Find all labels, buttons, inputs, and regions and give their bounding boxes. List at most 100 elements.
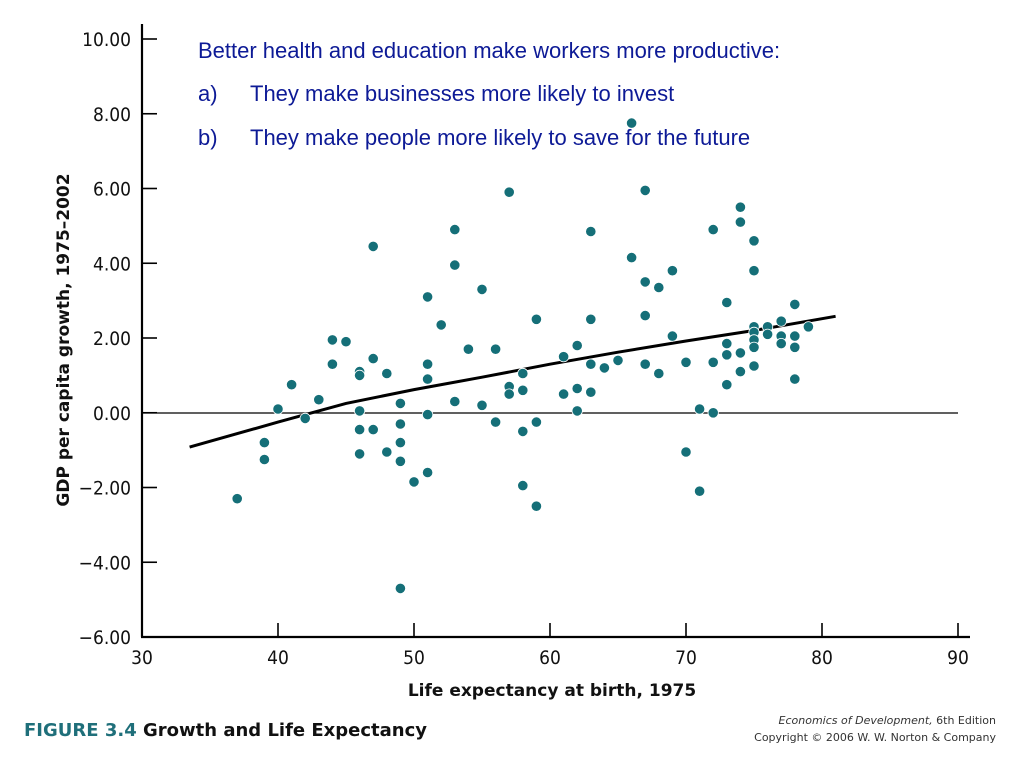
data-point <box>693 485 706 497</box>
data-point <box>231 493 243 505</box>
x-tick-label: 70 <box>675 647 697 669</box>
data-point <box>748 235 760 247</box>
x-ticks: 30 40 50 60 70 80 90 <box>131 623 969 669</box>
data-point <box>571 339 583 352</box>
bullet-item-a: a) They make businesses more likely to i… <box>198 83 780 105</box>
y-axis-title: GDP per capita growth, 1975–2002 <box>54 173 74 506</box>
data-point <box>585 313 597 325</box>
data-point <box>489 343 502 355</box>
data-point <box>421 466 434 479</box>
data-point <box>367 352 379 365</box>
data-point <box>707 407 719 419</box>
scatter-chart: 10.00 8.00 6.00 4.00 2.00 0.00 −2.00 −4.00 −6.00… <box>54 24 970 700</box>
header-text: Better health and education make workers… <box>198 40 780 171</box>
x-tick-label: 90 <box>947 647 969 669</box>
bullet-item-b: b) They make people more likely to save … <box>198 127 780 149</box>
y-ticks: 10.00 8.00 6.00 4.00 2.00 0.00 −2.00 −4.00 −6.00 <box>79 29 157 649</box>
figure-title: Growth and Life Expectancy <box>143 720 428 741</box>
book-credit: Economics of Development, 6th Edition Co… <box>754 712 996 746</box>
data-point <box>367 423 379 436</box>
data-point <box>435 319 447 331</box>
data-point <box>653 281 665 294</box>
data-point <box>394 455 406 467</box>
data-point <box>734 365 747 378</box>
y-tick-label: 10.00 <box>82 29 131 51</box>
copyright-notice: Copyright © 2006 W. W. Norton & Company <box>754 731 996 745</box>
figure-caption: FIGURE 3.4 Growth and Life Expectancy <box>24 720 427 741</box>
bullet-text: They make businesses more likely to inve… <box>250 81 675 106</box>
data-point <box>571 382 583 395</box>
data-point <box>571 405 583 417</box>
y-tick-label: 2.00 <box>93 328 131 350</box>
data-point <box>639 276 651 288</box>
data-point <box>421 358 434 370</box>
y-tick-label: 0.00 <box>93 403 131 425</box>
x-tick-label: 50 <box>403 647 425 669</box>
data-point <box>353 448 366 460</box>
data-point <box>530 416 543 428</box>
data-point <box>639 309 651 322</box>
data-point <box>408 476 420 488</box>
data-point <box>707 356 719 368</box>
data-point <box>789 298 801 310</box>
figure-label-prefix: FIGURE <box>24 720 99 741</box>
data-point <box>517 425 529 437</box>
data-point <box>761 328 774 340</box>
data-point <box>775 337 787 350</box>
data-point <box>598 362 611 374</box>
data-point <box>721 337 733 350</box>
bullet-text: They make people more likely to save for… <box>250 125 751 150</box>
data-point <box>353 423 366 436</box>
data-point <box>313 394 325 406</box>
data-point <box>340 336 352 348</box>
data-point <box>285 379 298 391</box>
data-point <box>721 349 733 361</box>
data-point <box>775 315 787 327</box>
data-point <box>721 379 733 391</box>
data-point <box>394 436 406 449</box>
y-tick-label: −2.00 <box>79 478 131 500</box>
data-point <box>557 351 570 363</box>
data-point <box>394 418 406 430</box>
data-point <box>557 388 570 400</box>
data-point <box>421 291 434 303</box>
data-point <box>476 399 488 411</box>
data-point <box>503 388 515 400</box>
y-tick-label: −6.00 <box>79 627 131 649</box>
x-tick-label: 60 <box>539 647 561 669</box>
data-point <box>748 265 760 277</box>
data-point <box>585 358 597 370</box>
data-point <box>789 341 801 353</box>
data-point <box>462 343 474 355</box>
y-tick-label: 8.00 <box>93 104 131 126</box>
data-point <box>734 347 747 359</box>
data-point <box>734 216 747 228</box>
bullet-marker: b) <box>198 125 218 150</box>
intro-line: Better health and education make workers… <box>198 38 781 63</box>
data-point <box>476 283 488 295</box>
data-point <box>258 453 270 466</box>
data-point <box>680 446 692 458</box>
data-point <box>449 395 461 408</box>
data-point <box>299 412 311 424</box>
data-point <box>517 479 529 492</box>
data-point <box>353 369 366 381</box>
data-point <box>258 436 270 449</box>
fitted-trend-curve <box>189 314 836 449</box>
data-point <box>666 265 679 277</box>
data-point <box>653 367 665 380</box>
data-point <box>449 259 461 271</box>
data-point <box>612 354 624 366</box>
data-point <box>489 416 502 428</box>
data-point <box>394 397 406 409</box>
data-point <box>748 341 760 353</box>
data-point <box>734 201 747 213</box>
x-tick-label: 80 <box>811 647 833 669</box>
data-point <box>625 252 638 264</box>
figure-label-number: 3.4 <box>104 720 137 741</box>
data-point <box>789 330 801 342</box>
book-title: Economics of Development, <box>778 714 933 727</box>
data-point <box>517 384 529 396</box>
data-point <box>693 403 706 415</box>
x-axis-title: Life expectancy at birth, 1975 <box>408 681 696 700</box>
